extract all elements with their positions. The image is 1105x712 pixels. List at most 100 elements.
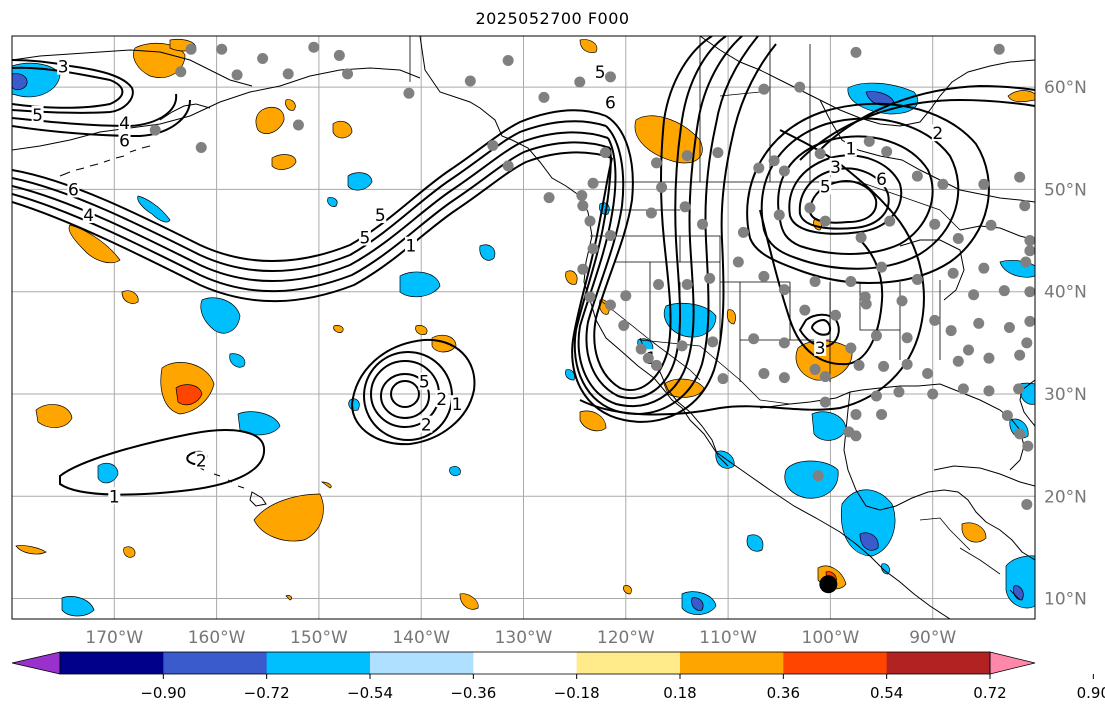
contour-line	[810, 318, 832, 336]
station-dot	[604, 299, 616, 311]
station-dot	[257, 53, 269, 65]
anomaly-patch	[271, 154, 297, 170]
contour-label: 5	[595, 63, 606, 83]
contour-line	[788, 154, 903, 235]
anomaly-patch	[399, 271, 441, 298]
station-dot	[901, 358, 913, 370]
coastline	[12, 49, 253, 87]
station-dot	[911, 170, 923, 182]
colorbar-segment	[576, 652, 681, 674]
anomaly-patch	[133, 42, 186, 78]
station-dot	[1024, 245, 1035, 257]
station-dot	[656, 181, 668, 193]
contour-label-bg	[57, 57, 70, 75]
anomaly-patch	[320, 481, 332, 489]
contour-label-bg	[435, 390, 448, 408]
contour-line	[12, 99, 191, 138]
anomaly-patch	[35, 404, 73, 428]
station-dot	[1014, 428, 1026, 440]
station-dot	[681, 279, 693, 291]
contour-label-bg	[604, 93, 617, 111]
station-dot	[878, 360, 890, 372]
contour-label-bg	[374, 205, 387, 223]
station-dot	[599, 147, 611, 159]
station-dot	[282, 68, 294, 80]
station-dot	[620, 290, 632, 302]
station-dot	[342, 68, 354, 80]
anomaly-patch	[579, 39, 598, 53]
lat-tick-label: 10°N	[1044, 590, 1087, 610]
contour-label: 6	[605, 93, 616, 113]
colorbar-segment	[473, 652, 578, 674]
station-dot	[799, 304, 811, 316]
station-dot	[604, 71, 616, 83]
station-dot	[618, 319, 630, 331]
station-dot	[1021, 498, 1033, 510]
anomaly-patch	[784, 460, 839, 499]
contour-line	[12, 66, 124, 109]
contour-label: 5	[375, 206, 386, 226]
anomaly-patch	[431, 334, 457, 353]
contour-label-bg	[420, 415, 433, 433]
station-dot	[850, 46, 862, 58]
station-dot	[149, 124, 161, 136]
station-dot	[778, 165, 790, 177]
anomaly-patch	[565, 270, 578, 285]
station-dot	[922, 368, 934, 380]
anomaly-patch	[726, 309, 736, 325]
anomaly-patch	[1007, 90, 1035, 103]
anomaly-patch	[61, 596, 95, 617]
station-dot	[968, 289, 980, 301]
contour-label: 4	[83, 206, 94, 226]
station-dot	[538, 91, 550, 103]
anomaly-patch	[123, 546, 136, 558]
station-dot	[983, 352, 995, 364]
station-dot	[952, 355, 964, 367]
station-dot	[978, 262, 990, 274]
contour-label: 6	[119, 131, 130, 151]
contour-line	[380, 373, 430, 419]
contour-line	[798, 313, 840, 348]
anomaly-patch	[97, 462, 119, 484]
station-dot	[1020, 256, 1032, 268]
station-dot	[814, 148, 826, 160]
station-dot	[812, 470, 824, 482]
anomaly-patch	[333, 325, 344, 333]
colorbar-tick-label: 0.36	[767, 684, 800, 702]
station-dot	[870, 330, 882, 342]
station-dot	[185, 43, 197, 55]
colorbar-tick-label: −0.90	[140, 684, 186, 702]
station-dot	[681, 150, 693, 162]
station-dot	[645, 207, 657, 219]
contour-line	[12, 151, 613, 303]
station-dot	[809, 363, 821, 375]
colorbar	[11, 651, 1036, 675]
colorbar-tick-label: 0.18	[663, 684, 696, 702]
anomaly-patch	[12, 62, 61, 98]
station-dot	[778, 337, 790, 349]
anomaly-patch	[285, 99, 296, 111]
station-dot	[753, 162, 765, 174]
contour-line	[577, 36, 743, 408]
lon-tick-label: 100°W	[802, 628, 860, 648]
colorbar-segment	[60, 652, 164, 674]
lat-tick-label: 30°N	[1044, 385, 1087, 405]
contour-label: 6	[68, 180, 79, 200]
contour-label: 5	[360, 228, 371, 248]
lon-tick-labels: 170°W 160°W 150°W 140°W 130°W 120°W 110°W 100°W…	[85, 628, 956, 648]
anomaly-patch	[200, 297, 241, 334]
station-dot	[732, 256, 744, 268]
contour-label-bg	[118, 113, 131, 131]
station-dot	[308, 41, 320, 53]
station-dot	[1024, 235, 1035, 247]
contour-label: 3	[58, 58, 69, 78]
colorbar-tick-label: −0.36	[450, 684, 496, 702]
colorbar-segment	[266, 652, 371, 674]
station-dot	[859, 291, 871, 303]
station-dot	[650, 359, 662, 371]
contour-label-bg	[418, 372, 431, 390]
station-dot	[927, 388, 939, 400]
contour-label: 1	[406, 237, 417, 257]
